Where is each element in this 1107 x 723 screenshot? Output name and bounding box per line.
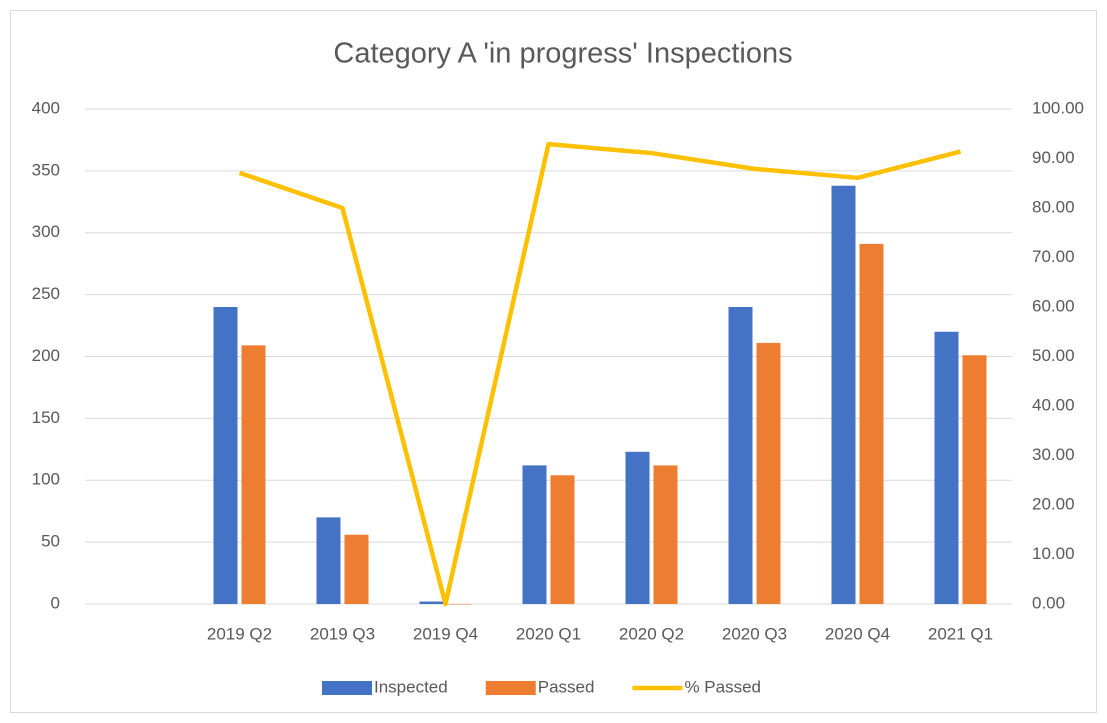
legend-label: % Passed: [684, 677, 761, 696]
line: [238, 141, 962, 607]
y-tick-label: 0: [51, 593, 60, 612]
bar: [213, 307, 238, 604]
y2-tick-label: 90.00: [1032, 148, 1075, 167]
x-tick-label: 2020 Q3: [722, 624, 787, 643]
bar: [419, 601, 444, 604]
y2-tick-label: 70.00: [1032, 247, 1075, 266]
chart-title: Category A 'in progress' Inspections: [333, 38, 792, 70]
y2-tick-label: 80.00: [1032, 197, 1075, 216]
legend-swatch: [485, 681, 536, 695]
y-tick-label: 150: [32, 408, 60, 427]
x-tick-label: 2019 Q4: [413, 624, 478, 643]
bar: [316, 517, 341, 604]
bar: [522, 465, 547, 604]
y-tick-label: 250: [32, 284, 60, 303]
x-tick-label: 2020 Q1: [516, 624, 581, 643]
y2-tick-label: 100.00: [1032, 98, 1084, 117]
legend-label: Passed: [538, 677, 595, 696]
y2-tick-label: 0.00: [1032, 593, 1065, 612]
y-tick-label: 100: [32, 470, 60, 489]
bar: [934, 331, 959, 604]
bar: [550, 475, 575, 604]
bar: [756, 342, 781, 604]
y-tick-label: 200: [32, 346, 60, 365]
y-tick-label: 300: [32, 222, 60, 241]
y2-tick-label: 40.00: [1032, 395, 1075, 414]
y2-tick-label: 10.00: [1032, 544, 1075, 563]
y-tick-label: 50: [41, 532, 60, 551]
y-tick-label: 400: [32, 98, 60, 117]
legend-swatch: [322, 681, 372, 695]
x-tick-label: 2021 Q1: [928, 624, 993, 643]
y2-tick-label: 30.00: [1032, 445, 1075, 464]
chart-frame: [10, 10, 1097, 713]
bar: [653, 465, 678, 604]
bar: [447, 604, 472, 605]
bar: [241, 345, 266, 604]
y2-tick-label: 20.00: [1032, 494, 1075, 513]
y-tick-label: 350: [32, 160, 60, 179]
y2-tick-label: 60.00: [1032, 296, 1075, 315]
y2-tick-label: 50.00: [1032, 346, 1075, 365]
bar: [962, 355, 987, 604]
bar: [625, 451, 650, 604]
x-tick-label: 2020 Q4: [825, 624, 890, 643]
bar: [859, 243, 884, 604]
bar: [344, 534, 369, 604]
x-tick-label: 2020 Q2: [619, 624, 684, 643]
x-tick-label: 2019 Q2: [207, 624, 272, 643]
bar: [728, 307, 753, 604]
bar: [831, 185, 856, 604]
legend-label: Inspected: [374, 677, 448, 696]
x-tick-label: 2019 Q3: [310, 624, 375, 643]
